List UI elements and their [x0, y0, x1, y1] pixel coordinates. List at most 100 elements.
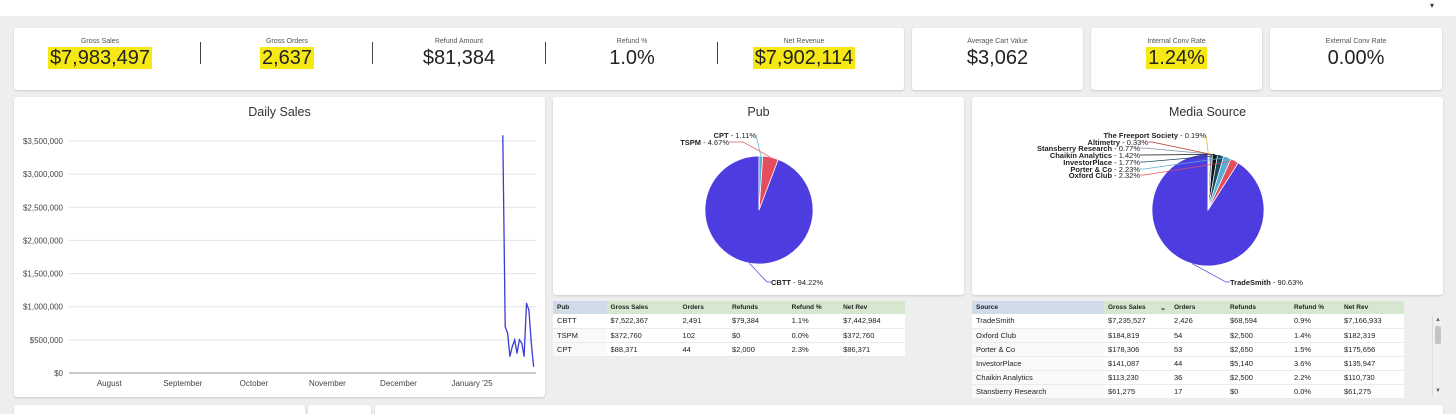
table-cell: $0	[1226, 384, 1290, 399]
dropdown-arrow-icon[interactable]: ▾	[1429, 1, 1434, 10]
pie-slice[interactable]	[758, 155, 764, 211]
kpi-group-card: Gross Sales $7,983,497 Gross Orders 2,63…	[14, 28, 904, 90]
table-cell: InvestorPlace	[972, 356, 1104, 371]
media-source-pie-chart[interactable]: TradeSmith - 90.63% Oxford Club - 2.32%Po…	[972, 97, 1443, 295]
data-point[interactable]	[518, 339, 521, 341]
table-cell: $79,384	[727, 314, 788, 329]
pie-slice-label: Oxford Club - 2.32%	[1069, 171, 1141, 180]
column-header[interactable]: Refund %	[787, 301, 840, 314]
kpi-average-cart-value: Average Cart Value $3,062	[912, 28, 1083, 90]
data-point[interactable]	[511, 345, 513, 348]
data-point[interactable]	[506, 332, 509, 334]
table-row[interactable]: InvestorPlace $141,087 44 $5,140 3.6% $135,94…	[972, 356, 1404, 371]
table-cell: 2,426	[1170, 314, 1226, 329]
sales-line-series[interactable]	[502, 135, 535, 367]
pie-slice-label: Chaikin Analytics - 1.42%	[1050, 151, 1141, 160]
column-header[interactable]: Gross Sales	[606, 301, 679, 314]
column-header[interactable]: Net Rev	[1340, 301, 1404, 314]
divider	[717, 42, 718, 64]
chevron-down-icon[interactable]: ⌄	[1160, 304, 1166, 312]
table-cell: 1.4%	[1290, 328, 1340, 343]
data-point[interactable]	[521, 342, 523, 344]
table-cell: $113,230	[1104, 370, 1170, 385]
y-tick-label: $2,500,000	[23, 203, 64, 212]
chart-title: Media Source	[1168, 105, 1247, 119]
table-row[interactable]: CPT $88,371 44 $2,000 2.3% $86,371	[553, 342, 905, 357]
bottom-card	[375, 405, 1443, 414]
column-header[interactable]: Refunds	[1226, 301, 1290, 314]
table-header-row: Source Gross Sales ⌄ Orders Refunds Refund % N…	[972, 301, 1404, 314]
pie-slice-label: CBTT - 94.22%	[771, 278, 823, 287]
scroll-down-arrow-icon[interactable]: ▼	[1435, 388, 1441, 394]
table-cell: Stansberry Research	[972, 384, 1104, 399]
data-point[interactable]	[504, 326, 506, 328]
data-point[interactable]	[528, 309, 530, 311]
column-header[interactable]: Gross Sales ⌄	[1104, 301, 1170, 314]
pie-label-leader	[1148, 141, 1210, 155]
table-row[interactable]: Stansberry Research $61,275 17 $0 0.0% $61,27…	[972, 384, 1404, 399]
table-cell: TradeSmith	[972, 314, 1104, 329]
scroll-thumb[interactable]	[1435, 326, 1441, 344]
y-tick-label: $1,000,000	[23, 303, 64, 312]
kpi-value: $3,062	[966, 47, 1029, 69]
x-tick-label: September	[163, 379, 202, 388]
media-table-scrollbar[interactable]: ▲ ▼	[1432, 315, 1442, 397]
table-cell: 2,491	[678, 314, 728, 329]
table-cell: $88,371	[606, 342, 679, 357]
column-header[interactable]: Net Rev	[839, 301, 905, 314]
data-point[interactable]	[509, 355, 511, 358]
column-header[interactable]: Pub	[553, 301, 607, 314]
column-header[interactable]: Refunds	[727, 301, 788, 314]
pub-pie-chart[interactable]: CBTT - 94.22% TSPM - 4.67%CPT - 1.11%	[553, 97, 964, 295]
kpi-external-conv-rate: External Conv Rate 0.00%	[1270, 28, 1442, 90]
table-cell: 44	[1170, 356, 1226, 371]
y-tick-label: $0	[54, 369, 63, 378]
kpi-value: 0.00%	[1327, 47, 1385, 69]
daily-sales-chart[interactable]: $3,500,000 $3,000,000 $2,500,000 $2,000,000…	[14, 97, 545, 397]
table-cell: $372,760	[606, 328, 679, 343]
data-point[interactable]	[530, 342, 532, 344]
table-cell: 0.0%	[787, 328, 840, 343]
table-cell: 1.5%	[1290, 342, 1340, 357]
table-row[interactable]: CBTT $7,522,367 2,491 $79,384 1.1% $7,442,984	[553, 314, 905, 329]
column-header[interactable]: Refund %	[1290, 301, 1340, 314]
data-point[interactable]	[525, 302, 528, 304]
column-header[interactable]: Orders	[678, 301, 728, 314]
data-point[interactable]	[533, 365, 535, 367]
column-header[interactable]: Orders	[1170, 301, 1226, 314]
data-point[interactable]	[523, 355, 525, 358]
pie-label-leader	[1140, 147, 1212, 155]
x-tick-label: January '25	[451, 379, 493, 388]
grid-lines	[69, 140, 536, 374]
pie-label-leader	[1140, 157, 1228, 170]
column-header[interactable]: Source	[972, 301, 1104, 314]
pie-label-leader	[1140, 155, 1221, 163]
table-row[interactable]: Chaikin Analytics $113,230 36 $2,500 2.2% $11…	[972, 370, 1404, 385]
pie-slice-label: The Freeport Society - 0.19%	[1103, 131, 1206, 140]
pie-label-leader	[755, 134, 762, 157]
table-row[interactable]: TSPM $372,760 102 $0 0.0% $372,760	[553, 328, 905, 343]
kpi-value: $7,902,114	[752, 47, 856, 69]
kpi-gross-sales: Gross Sales $7,983,497	[14, 28, 186, 90]
bottom-card	[14, 405, 305, 414]
table-cell: 53	[1170, 342, 1226, 357]
table-row[interactable]: TradeSmith $7,235,527 2,426 $68,594 0.9% $7,1…	[972, 314, 1404, 329]
kpi-net-revenue: Net Revenue $7,902,114	[718, 28, 890, 90]
x-tick-label: December	[380, 379, 417, 388]
data-point[interactable]	[502, 135, 504, 137]
table-row[interactable]: Porter & Co $178,306 53 $2,650 1.5% $175,656	[972, 342, 1404, 357]
data-point[interactable]	[516, 352, 518, 354]
kpi-label: Gross Orders	[265, 38, 308, 45]
table-row[interactable]: Oxford Club $184,819 54 $2,500 1.4% $182,319	[972, 328, 1404, 343]
kpi-label: Gross Sales	[80, 38, 120, 45]
table-cell: 2.3%	[787, 342, 840, 357]
table-cell: Porter & Co	[972, 342, 1104, 357]
pub-table: Pub Gross Sales Orders Refunds Refund % Net R…	[553, 301, 905, 357]
y-tick-label: $3,000,000	[23, 170, 64, 179]
table-cell: 54	[1170, 328, 1226, 343]
kpi-gross-orders: Gross Orders 2,637	[201, 28, 373, 90]
table-cell: 0.0%	[1290, 384, 1340, 399]
table-cell: $68,594	[1226, 314, 1290, 329]
scroll-up-arrow-icon[interactable]: ▲	[1435, 317, 1441, 323]
data-point[interactable]	[514, 339, 516, 341]
